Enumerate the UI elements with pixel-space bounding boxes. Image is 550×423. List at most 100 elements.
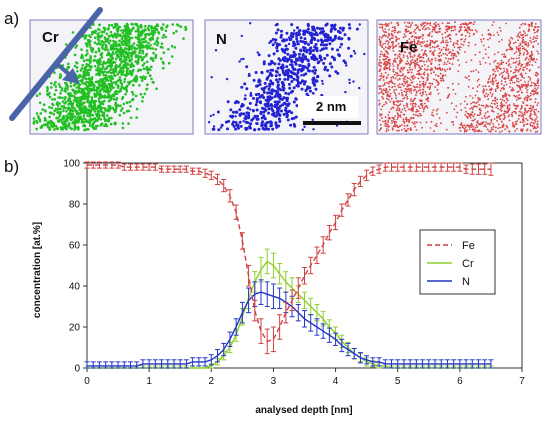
atom-dot <box>521 47 524 50</box>
atom-dot <box>136 43 139 47</box>
atom-dot <box>378 38 381 41</box>
atom-dot <box>385 122 388 125</box>
atom-dot <box>331 39 335 43</box>
atom-dot <box>315 33 319 37</box>
atom-dot <box>278 77 282 81</box>
atom-dot <box>522 84 525 87</box>
atom-dot <box>402 120 405 123</box>
atom-dot <box>53 83 56 86</box>
atom-dot <box>477 101 479 103</box>
atom-dot <box>448 93 451 96</box>
atom-dot <box>125 101 129 105</box>
atom-dot <box>438 63 441 66</box>
atom-dot <box>381 53 384 56</box>
atom-dot <box>406 81 408 84</box>
atom-dot <box>413 30 415 33</box>
atom-dot <box>101 79 104 82</box>
atom-dot <box>459 26 461 29</box>
atom-dot <box>424 45 427 48</box>
atom-dot <box>145 54 148 57</box>
atom-dot <box>146 83 149 86</box>
atom-dot <box>324 46 328 50</box>
atom-dot <box>406 48 409 50</box>
atom-dot <box>160 26 163 30</box>
atom-dot <box>493 68 495 71</box>
atom-dot <box>537 102 539 104</box>
atom-dot <box>133 47 137 50</box>
atom-dot <box>271 81 275 85</box>
atom-dot <box>524 109 526 112</box>
atom-dot <box>55 116 58 120</box>
atom-dot <box>505 83 508 86</box>
atom-dot <box>503 77 506 80</box>
atom-dot <box>99 108 103 112</box>
atom-dot <box>426 106 429 109</box>
atom-dot <box>144 76 147 79</box>
atom-dot <box>537 73 539 76</box>
atom-dot <box>396 21 399 24</box>
atom-dot <box>525 40 527 43</box>
atom-dot <box>75 61 78 64</box>
atom-dot <box>93 58 96 62</box>
atom-dot <box>386 52 389 55</box>
atom-dot <box>378 99 381 102</box>
atom-dot <box>509 82 512 85</box>
atom-dot <box>475 124 478 127</box>
atom-dot <box>65 83 69 87</box>
atom-dot <box>480 104 483 107</box>
atom-dot <box>66 66 69 70</box>
atom-dot <box>109 79 113 83</box>
atom-dot <box>380 45 383 48</box>
atom-dot <box>384 90 387 93</box>
atom-dot <box>498 40 501 43</box>
atom-dot <box>111 35 115 39</box>
atom-dot <box>101 43 105 47</box>
atom-dot <box>518 57 520 59</box>
atom-dot <box>388 41 390 43</box>
atom-dot <box>397 100 400 102</box>
atom-dot <box>492 128 494 131</box>
atom-dot <box>530 81 533 84</box>
atom-dot <box>392 60 395 63</box>
atom-dot <box>499 63 501 66</box>
atom-dot <box>69 92 72 95</box>
atom-dot <box>477 98 480 101</box>
atom-dot <box>122 29 125 32</box>
atom-dot <box>155 87 158 90</box>
atom-dot <box>237 126 240 130</box>
atom-dot <box>427 74 430 77</box>
atom-dot <box>308 51 312 55</box>
atom-dot <box>217 128 221 132</box>
atom-dot <box>505 22 508 25</box>
atom-dot <box>266 76 270 80</box>
atom-dot <box>115 47 119 50</box>
atom-dot <box>432 109 435 112</box>
atom-dot <box>146 32 150 36</box>
atom-dot <box>390 81 393 83</box>
atom-dot <box>487 29 490 31</box>
atom-dot <box>460 122 463 124</box>
atom-dot <box>149 47 152 50</box>
atom-dot <box>497 123 500 126</box>
atom-dot <box>313 56 317 60</box>
atom-dot <box>311 91 315 95</box>
atom-dot <box>328 74 332 78</box>
atom-dot <box>505 101 507 104</box>
atom-dot <box>437 45 439 48</box>
atom-dot <box>536 120 539 123</box>
atom-dot <box>301 128 304 131</box>
atom-dot <box>69 126 72 130</box>
atom-dot <box>524 43 527 46</box>
atom-dot <box>380 127 382 130</box>
atom-dot <box>391 30 393 33</box>
atom-dot <box>414 121 416 123</box>
atom-dot <box>434 25 437 28</box>
atom-dot <box>401 100 404 103</box>
atom-dot <box>394 26 396 28</box>
atom-dot <box>107 26 110 30</box>
atom-dot <box>428 92 431 95</box>
atom-dot <box>123 43 127 46</box>
atom-dot <box>307 62 311 66</box>
atom-dot <box>515 48 518 50</box>
atom-dot <box>143 62 146 65</box>
